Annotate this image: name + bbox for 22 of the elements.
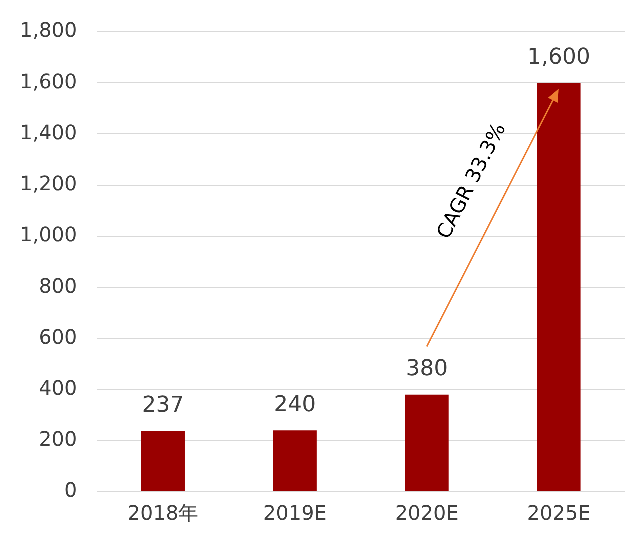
x-tick-label: 2020E bbox=[395, 501, 459, 526]
bar bbox=[405, 394, 449, 492]
y-tick-label: 1,800 bbox=[20, 18, 78, 42]
y-tick-label: 400 bbox=[39, 376, 78, 400]
y-tick-label: 1,000 bbox=[20, 222, 78, 247]
x-tick-label: 2018年 bbox=[128, 501, 199, 526]
y-tick-label: 1,200 bbox=[20, 172, 78, 196]
y-tick-label: 800 bbox=[39, 274, 78, 298]
data-label: 240 bbox=[274, 392, 316, 418]
data-label: 380 bbox=[406, 356, 448, 382]
x-tick-label: 2025E bbox=[527, 501, 591, 526]
x-tick-label: 2019E bbox=[263, 501, 327, 526]
bar bbox=[537, 83, 581, 492]
y-tick-label: 0 bbox=[64, 478, 78, 502]
bar bbox=[141, 431, 185, 492]
y-tick-label: 600 bbox=[39, 324, 78, 349]
data-label: 237 bbox=[142, 393, 184, 418]
y-tick-label: 1,600 bbox=[20, 69, 78, 94]
bar bbox=[273, 430, 317, 492]
y-tick-label: 1,400 bbox=[20, 120, 78, 144]
y-tick-label: 200 bbox=[39, 427, 78, 452]
data-label: 1,600 bbox=[528, 44, 591, 70]
